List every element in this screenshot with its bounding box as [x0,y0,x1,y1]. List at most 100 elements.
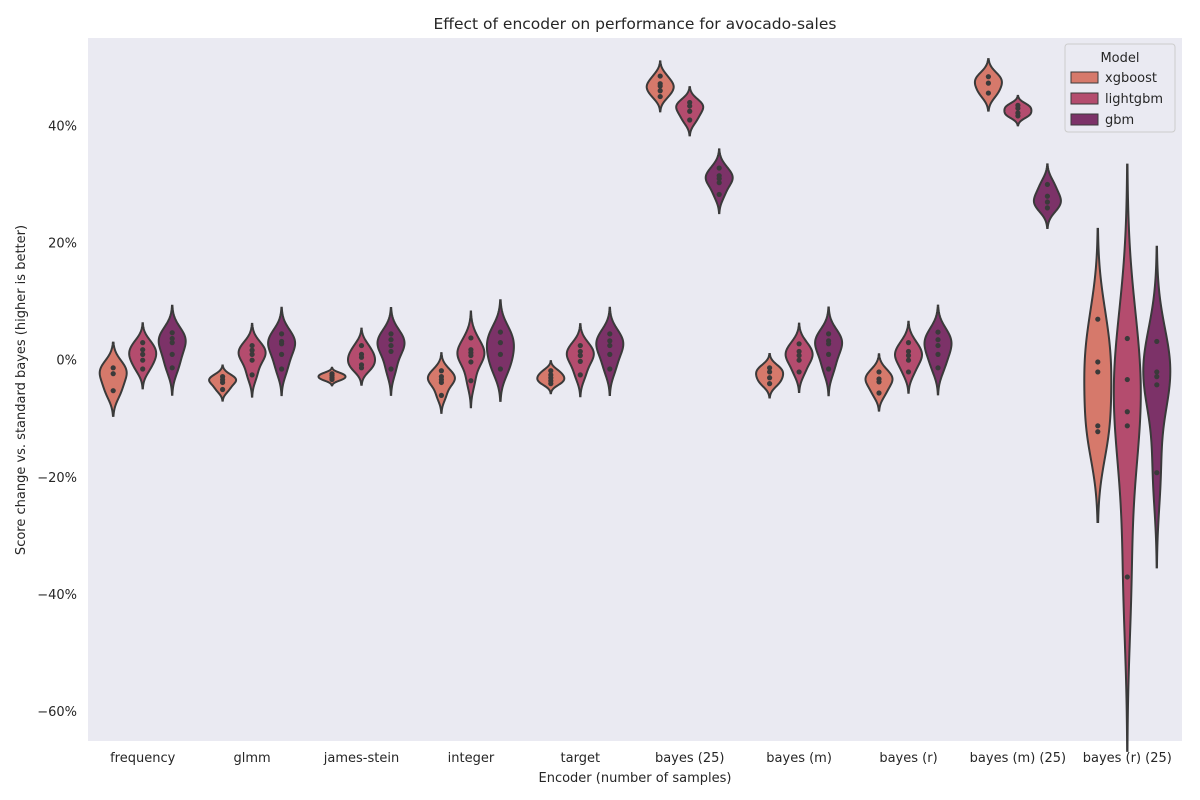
data-point [796,341,802,347]
data-point [826,331,832,337]
data-point [1124,376,1130,383]
legend: Model xgboost lightgbm gbm [1064,43,1176,133]
data-point [687,117,693,123]
plot-background [88,38,1182,741]
data-point [577,348,583,355]
data-point [905,352,912,359]
data-point [220,386,226,393]
violin-gbm [485,299,515,402]
data-point [140,357,146,363]
data-point [687,103,693,109]
data-point [249,342,255,349]
legend-title: Model [1100,51,1139,66]
data-point [358,342,365,349]
violin-xgboost [98,341,128,417]
data-point [1095,369,1101,375]
data-point [329,376,335,383]
data-point [716,176,722,182]
data-point [468,359,474,365]
data-point [577,352,583,359]
data-point [140,351,146,357]
data-point [1154,382,1160,388]
data-point [468,352,474,359]
data-point [826,366,832,372]
violin-gbm [814,306,844,397]
violin-gbm [157,304,187,396]
x-tick-label: glmm [233,751,270,766]
data-point [388,348,394,355]
data-point [169,351,175,357]
violin-group [98,58,1172,752]
y-tick-label: 0% [56,354,77,369]
y-axis-ticks: −60% −40% −20% 0% 20% 40% [37,119,77,720]
data-point [438,368,444,374]
data-point [169,330,175,336]
data-point [249,372,255,378]
data-point [468,335,474,341]
data-point [1124,335,1130,342]
data-point [985,74,992,80]
data-point [657,73,663,79]
data-point [1095,429,1101,435]
data-point [1044,193,1050,199]
data-point [1095,423,1101,429]
data-point [358,365,365,371]
y-tick-label: 40% [48,119,77,134]
data-point [935,342,941,349]
data-point [279,366,285,372]
data-point [249,357,255,363]
data-point [279,341,285,347]
data-point [220,379,226,386]
y-tick-label: −40% [37,588,77,603]
data-point [935,337,941,343]
data-point [438,392,444,398]
data-point [497,366,503,372]
legend-swatch-gbm [1070,113,1099,126]
data-point [358,354,365,360]
x-tick-label: bayes (r) (25) [1083,751,1172,766]
data-point [279,331,285,337]
data-point [1154,374,1160,380]
y-tick-label: −60% [37,705,77,720]
x-tick-label: integer [448,751,495,766]
x-tick-label: frequency [110,751,176,766]
data-point [905,369,912,375]
legend-box [1064,43,1176,133]
data-point [577,342,583,349]
data-point [110,365,116,371]
chart-title: Effect of encoder on performance for avo… [434,15,837,33]
data-point [279,351,285,357]
data-point [716,191,722,198]
data-point [985,90,992,96]
violin-lightgbm [1112,163,1142,752]
data-point [607,331,613,337]
data-point [657,83,663,89]
data-point [1015,105,1021,111]
data-point [388,337,394,343]
data-point [548,381,554,387]
data-point [388,366,394,372]
data-point [657,88,663,94]
data-point [607,342,613,349]
data-point [1124,574,1130,580]
data-point [935,365,941,371]
data-point [468,378,474,384]
data-point [1154,470,1160,476]
data-point [140,366,146,372]
x-axis-ticks: frequency glmm james-stein integer target bay… [110,751,1172,766]
data-point [1154,369,1160,375]
data-point [110,371,116,377]
x-tick-label: target [561,751,601,766]
data-point [905,357,912,363]
x-tick-label: bayes (m) (25) [970,751,1066,766]
x-tick-label: bayes (m) [766,751,832,766]
y-axis-label: Score change vs. standard bayes (higher … [14,225,29,555]
data-point [826,351,832,357]
data-point [577,358,583,364]
data-point [1154,338,1160,345]
violin-lightgbm [456,310,486,409]
legend-label-gbm: gbm [1105,113,1134,128]
data-point [577,372,583,378]
data-point [497,351,503,357]
data-point [905,348,912,355]
